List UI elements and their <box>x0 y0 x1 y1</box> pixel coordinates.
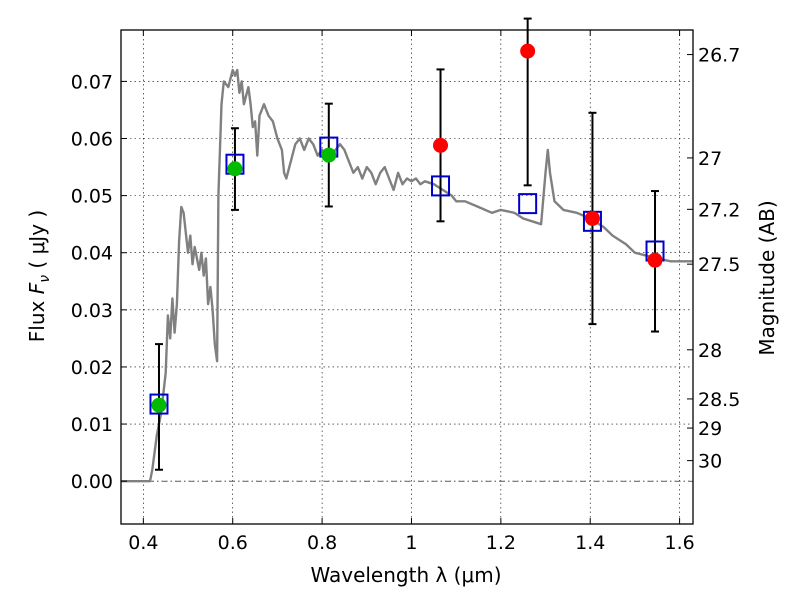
y-tick-label: 0.07 <box>71 71 113 93</box>
y-tick-label: 0.05 <box>71 186 113 208</box>
right-axis-label: Magnitude (AB) <box>755 200 779 355</box>
mag-tick-label: 27.5 <box>698 254 740 276</box>
detection-point-red <box>433 137 449 153</box>
x-tick-label: 1 <box>405 532 417 554</box>
x-tick-label: 1.4 <box>575 532 605 554</box>
x-tick-label: 1.6 <box>664 532 694 554</box>
model-sed-line <box>121 68 693 483</box>
y-tick-label: 0.02 <box>71 357 113 379</box>
axis-ticks: 0.4 0.6 0.8 1 1.2 1.4 1.6 0.00 0.01 0.02 0.03 0.04 0… <box>71 30 740 554</box>
mag-tick-label: 27.2 <box>698 199 740 221</box>
detection-point-green <box>151 397 167 413</box>
plot-frame <box>120 29 694 525</box>
x-tick-label: 0.8 <box>307 532 337 554</box>
model-box-marker <box>431 175 451 197</box>
y-tick-label: 0.03 <box>71 300 113 322</box>
mag-tick-label: 29 <box>698 418 722 440</box>
y-tick-label: 0.04 <box>71 243 113 265</box>
detection-point-red <box>647 252 663 268</box>
model-sed-series <box>121 68 693 483</box>
y-tick-label: 0.06 <box>71 129 113 151</box>
observed-points <box>151 43 663 413</box>
x-tick-label: 0.4 <box>128 532 158 554</box>
mag-tick-label: 28.5 <box>698 389 740 411</box>
detection-point-green <box>227 161 243 177</box>
y-tick-label: 0.00 <box>71 471 113 493</box>
model-box-marker <box>149 393 169 415</box>
detection-point-green <box>321 147 337 163</box>
x-axis-label: Wavelength λ (μm) <box>310 563 501 587</box>
y-tick-label: 0.01 <box>71 414 113 436</box>
mag-tick-label: 30 <box>698 451 722 473</box>
model-box-marker <box>518 193 538 215</box>
x-tick-label: 1.2 <box>486 532 516 554</box>
detection-point-red <box>520 43 536 59</box>
y-axis-label: Flux Fν ( μJy ) <box>25 210 53 342</box>
error-bars <box>154 17 660 471</box>
mag-tick-label: 27 <box>698 148 722 170</box>
detection-point-red <box>584 210 600 226</box>
mag-tick-label: 28 <box>698 340 722 362</box>
x-tick-label: 0.6 <box>218 532 248 554</box>
mag-tick-label: 26.7 <box>698 45 740 67</box>
